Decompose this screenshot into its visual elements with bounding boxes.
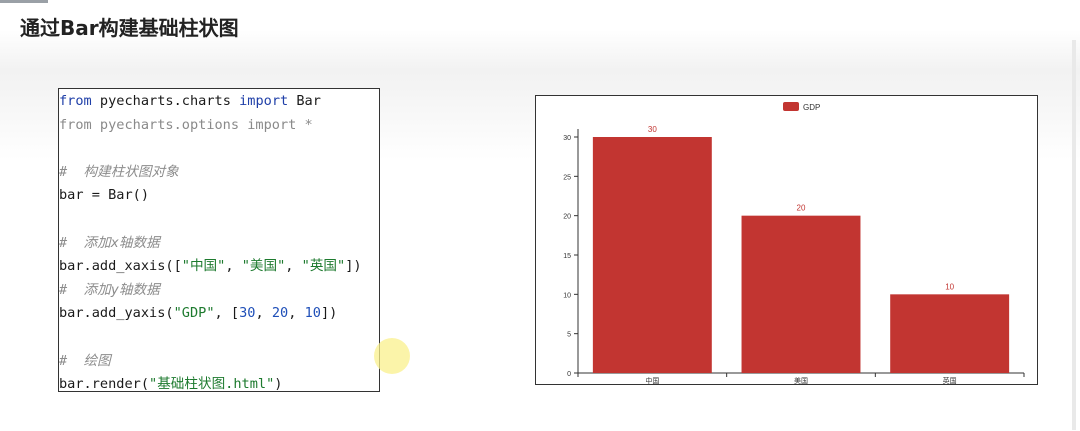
chart-svg: GDP 0 5 10 15 20 25 30 30 中国 20 美国 10 英国: [563, 102, 1025, 385]
code-line-blank: [59, 137, 379, 161]
code-comment: # 添加y轴数据: [59, 281, 160, 298]
code-line-10: bar.add_yaxis("GDP", [30, 20, 10]): [59, 302, 379, 326]
code-block: from pyecharts.charts import Bar from py…: [58, 88, 380, 392]
code-text: ]): [320, 305, 338, 322]
code-comment: # 绘图: [59, 352, 111, 369]
legend-swatch: [783, 102, 799, 111]
code-line-1: from pyecharts.charts import Bar: [59, 90, 379, 114]
code-number: 30: [239, 305, 256, 322]
x-tick-label: 英国: [943, 376, 957, 385]
code-text: ,: [255, 305, 272, 322]
x-tick-label: 美国: [794, 376, 808, 385]
data-label: 20: [797, 204, 806, 213]
code-line-blank: [59, 208, 379, 232]
code-string: "英国": [301, 258, 346, 275]
code-text: bar.render(: [59, 376, 150, 393]
code-comment: # 添加x轴数据: [59, 234, 160, 251]
code-text: ): [274, 376, 283, 393]
y-tick-label: 25: [563, 174, 571, 181]
code-number: 20: [271, 305, 289, 322]
code-keyword-import: import: [239, 93, 289, 109]
bar: [741, 215, 861, 373]
y-tick-label: 30: [563, 135, 571, 142]
y-tick-label: 15: [563, 253, 571, 260]
y-tick-label: 5: [567, 332, 571, 339]
code-text: ,: [288, 305, 305, 322]
code-comment: # 构建柱状图对象: [59, 163, 179, 180]
code-string: "美国": [241, 258, 286, 275]
code-line-blank: [59, 326, 379, 350]
code-string: "基础柱状图.html": [149, 376, 275, 393]
code-text: bar.add_yaxis(: [59, 305, 174, 322]
data-label: 30: [648, 125, 657, 134]
data-label: 10: [945, 282, 954, 291]
code-text: ,: [225, 258, 242, 275]
code-line-8: bar.add_xaxis(["中国", "美国", "英国"]): [59, 255, 379, 279]
cursor-highlight: [374, 338, 410, 374]
code-text: bar.add_xaxis([: [59, 258, 182, 275]
scrollbar[interactable]: [1072, 40, 1076, 430]
bar-chart: GDP 0 5 10 15 20 25 30 30 中国 20 美国 10 英国: [535, 95, 1038, 385]
code-string: "GDP": [173, 305, 215, 322]
code-text: pyecharts.charts: [91, 93, 240, 109]
code-string: "中国": [181, 258, 226, 275]
bar: [592, 137, 712, 373]
code-line-2: from pyecharts.options import *: [59, 116, 313, 133]
x-tick-label: 中国: [645, 376, 659, 385]
y-tick-label: 20: [563, 214, 571, 221]
y-tick-label: 0: [567, 371, 571, 378]
code-text: ,: [285, 258, 302, 275]
code-text: , [: [214, 305, 240, 322]
code-line-13: bar.render("基础柱状图.html"): [59, 373, 379, 397]
code-text: ]): [345, 258, 362, 275]
slide-title: 通过Bar构建基础柱状图: [20, 16, 239, 40]
code-number: 10: [304, 305, 321, 322]
code-keyword-from: from: [59, 93, 92, 109]
legend-label: GDP: [803, 103, 820, 112]
y-tick-label: 10: [563, 292, 571, 299]
code-line-5: bar = Bar(): [59, 187, 150, 204]
code-text: Bar: [288, 93, 321, 109]
corner-mark: [0, 0, 48, 3]
bar: [890, 294, 1010, 373]
